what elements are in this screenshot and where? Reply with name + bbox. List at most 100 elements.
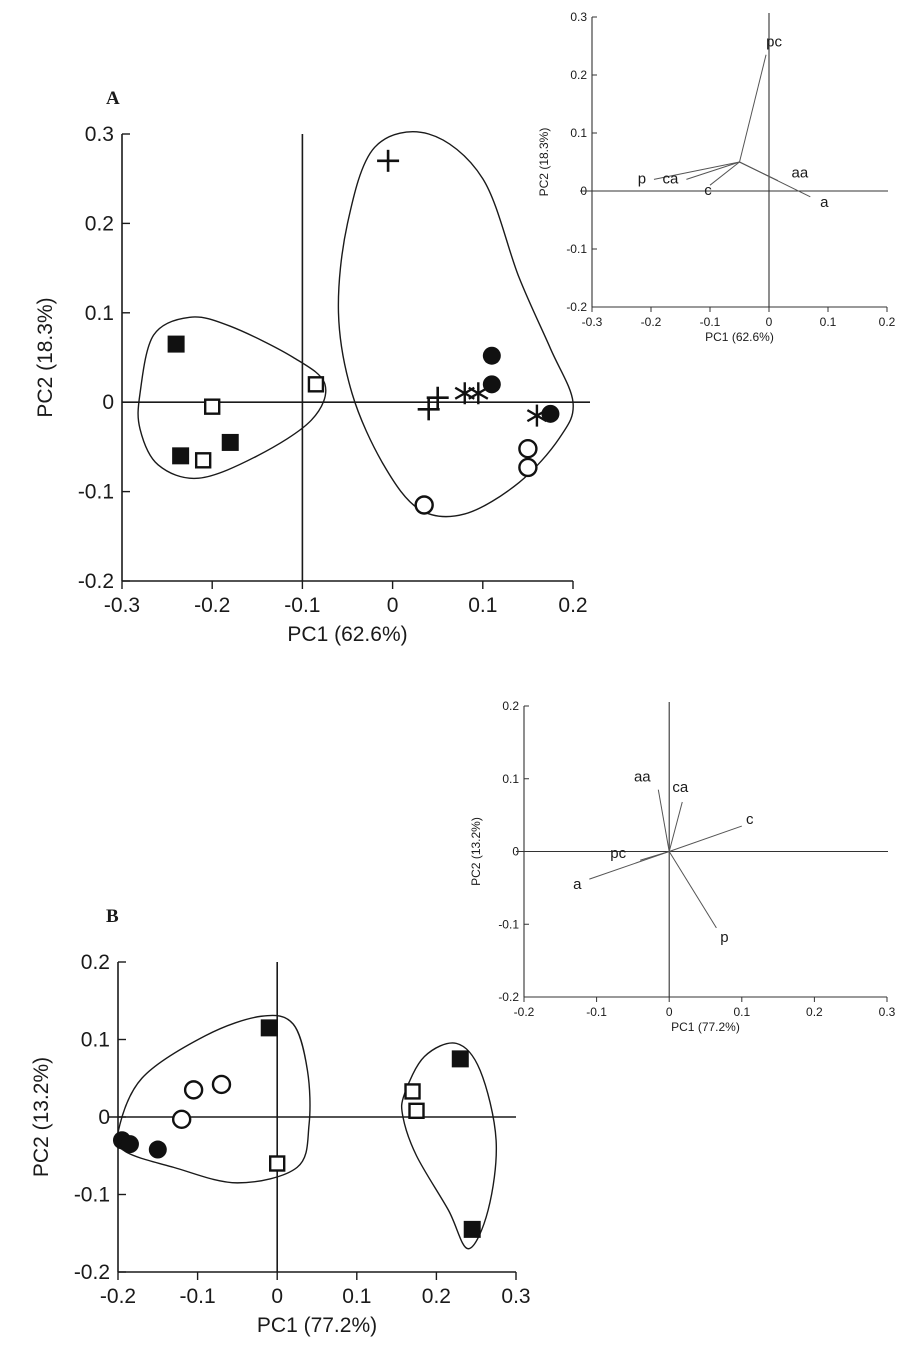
panel-a-inset-y-tick-label: 0.2 <box>570 68 587 82</box>
panel-b-point-filled-circle <box>148 1140 167 1159</box>
panel-a-main-x-tick-label: -0.1 <box>284 594 320 617</box>
panel-a-inset-x-tick-label: -0.2 <box>641 315 662 329</box>
panel-a-point-filled-circle <box>482 375 501 394</box>
panel-b-loading-vector-c <box>669 825 742 852</box>
panel-b-main-y-tick-label: 0.2 <box>81 951 110 974</box>
panel-a-loading-label-a: a <box>820 194 829 211</box>
panel-b-loading-vector-p <box>668 851 717 929</box>
panel-a-loading-label-pc: pc <box>766 34 782 51</box>
panel-b-loading-label-a: a <box>573 876 582 893</box>
panel-b-loading-vector-a <box>589 851 670 880</box>
panel-b-point-open-circle <box>171 1109 192 1130</box>
panel-a-point-plus <box>417 398 440 421</box>
panel-b-point-filled-square <box>463 1220 481 1238</box>
panel-b-inset-x-tick-label: 0 <box>666 1005 673 1019</box>
panel-a-inset: -0.3 -0.2 -0.1 0 0.1 0.2-0.2-0.100.10.20.3PC1… <box>537 10 896 344</box>
panel-a-point-open-circle <box>518 438 538 459</box>
panel-a-main-x-tick-label: -0.2 <box>194 594 230 617</box>
panel-b-main-x-tick-label: 0 <box>271 1285 283 1308</box>
panel-a-main-y-tick-label: 0.3 <box>85 123 114 146</box>
panel-b-inset-x-title: PC1 (77.2%) <box>671 1020 740 1034</box>
panel-a-point-open-circle <box>414 495 434 515</box>
panel-b-loading-label-c: c <box>746 811 754 828</box>
panel-b-point-open-square <box>408 1102 425 1120</box>
panel-a-label: A <box>106 88 120 109</box>
panel-b-cluster-outline <box>116 1014 311 1184</box>
panel-b-point-filled-circle <box>120 1135 139 1154</box>
panel-b-loading-label-p: p <box>720 929 728 946</box>
panel-b-inset-y-title: PC2 (13.2%) <box>469 817 483 886</box>
panel-a-loading-vector-ca <box>686 161 740 180</box>
panel-b-main-x-tick-label: -0.2 <box>100 1285 136 1308</box>
panel-b-loading-vector-ca <box>668 801 683 852</box>
panel-b-main-x-tick-label: 0.2 <box>422 1285 451 1308</box>
panel-a-point-plus <box>377 149 400 172</box>
panel-a-main-x-tick-label: 0 <box>387 594 399 617</box>
panel-a-point-open-square <box>307 376 325 393</box>
panel-b: B -0.2 -0.1 0 0.1 0.2 0.3 -0.2 -0.1 0 0.1 0.2 PC1 (7… <box>30 699 896 1337</box>
panel-b-main-x-tick-label: 0.3 <box>501 1285 530 1308</box>
panel-b-loading-label-aa: aa <box>634 769 651 786</box>
panel-b-inset-y-tick-label: -0.1 <box>498 917 519 931</box>
panel-a-main-y-tick-label: 0 <box>102 391 114 414</box>
panel-b-main-y-tick-label: -0.1 <box>74 1184 110 1207</box>
panel-a-point-open-circle <box>518 457 538 478</box>
panel-a-main-y-tick-label: 0.1 <box>85 302 114 325</box>
panel-b-point-open-circle <box>183 1080 204 1100</box>
panel-a-inset-x-tick-label: -0.3 <box>582 315 603 329</box>
panel-a-loading-label-aa: aa <box>792 165 809 182</box>
panel-a-point-filled-square <box>167 335 185 353</box>
panel-a-cluster-outline <box>137 316 327 480</box>
panel-a-main-y-tick-label: 0.2 <box>85 212 114 235</box>
panel-a-main-x-title: PC1 (62.6%) <box>287 623 407 646</box>
panel-a-point-filled-square <box>221 433 239 451</box>
panel-a-inset-x-tick-label: 0.2 <box>879 315 896 329</box>
panel-a-point-open-square <box>203 398 221 415</box>
panel-a-loading-vector-p <box>653 161 740 180</box>
panel-b-point-open-square <box>404 1083 421 1100</box>
panel-a-point-filled-circle <box>482 346 501 365</box>
panel-a-inset-y-tick-label: -0.2 <box>566 300 587 314</box>
panel-a-inset-x-title: PC1 (62.6%) <box>705 330 774 344</box>
panel-b-inset-y-tick-label: 0.1 <box>502 772 519 786</box>
panel-b-point-filled-square <box>260 1019 278 1037</box>
panel-b-point-open-square <box>269 1155 286 1172</box>
panel-a-main-y-tick-label: -0.2 <box>78 570 114 593</box>
panel-a-main-x-tick-label: 0.2 <box>558 594 587 617</box>
panel-a-inset-y-tick-label: 0.3 <box>570 10 587 24</box>
panel-b-point-open-circle <box>211 1074 232 1095</box>
panel-a-main-y-title: PC2 (18.3%) <box>34 297 57 417</box>
panel-b-inset-y-tick-label: 0 <box>512 845 519 859</box>
panel-b-main-y-title: PC2 (13.2%) <box>30 1057 53 1177</box>
panel-b-label: B <box>106 906 119 927</box>
panel-a-inset-y-title: PC2 (18.3%) <box>537 128 551 197</box>
panel-a-point-filled-circle <box>541 404 560 423</box>
panel-b-inset-x-tick-label: -0.1 <box>586 1005 607 1019</box>
panel-a-inset-y-tick-label: 0.1 <box>570 126 587 140</box>
panel-a-inset-y-tick-label: -0.1 <box>566 242 587 256</box>
panel-a-inset-x-tick-label: 0 <box>766 315 773 329</box>
panel-b-loading-label-pc: pc <box>610 845 626 862</box>
panel-a-inset-x-tick-label: -0.1 <box>700 315 721 329</box>
panel-b-inset-x-tick-label: -0.2 <box>514 1005 535 1019</box>
panel-b-inset: -0.2 -0.1 0 0.1 0.2 0.3 -0.2 -0.1 0 0.1 0.2 PC1 (77… <box>469 699 896 1034</box>
panel-b-inset-x-tick-label: 0.1 <box>733 1005 750 1019</box>
panel-b-loading-vector-aa <box>657 789 670 852</box>
panel-a-point-open-square <box>194 452 212 469</box>
panel-b-main-y-tick-label: 0.1 <box>81 1029 110 1052</box>
panel-b-loading-label-ca: ca <box>672 779 689 796</box>
panel-b-main-y-tick-label: -0.2 <box>74 1261 110 1284</box>
panel-b-inset-x-tick-label: 0.3 <box>879 1005 896 1019</box>
panel-b-main-x-tick-label: 0.1 <box>342 1285 371 1308</box>
panel-a-main-x-tick-label: -0.3 <box>104 594 140 617</box>
panel-a-loading-label-c: c <box>704 182 712 199</box>
panel-b-main-x-tick-label: -0.1 <box>180 1285 216 1308</box>
panel-a-point-filled-square <box>172 447 190 465</box>
panel-b-point-filled-square <box>451 1050 469 1068</box>
panel-a-loading-vector-pc <box>739 54 767 163</box>
panel-a-point-asterisk <box>454 382 475 405</box>
panel-a-inset-x-tick-label: 0.1 <box>820 315 837 329</box>
panel-b-main-x-title: PC1 (77.2%) <box>257 1314 377 1337</box>
panel-a-loading-vector-c <box>709 161 740 186</box>
